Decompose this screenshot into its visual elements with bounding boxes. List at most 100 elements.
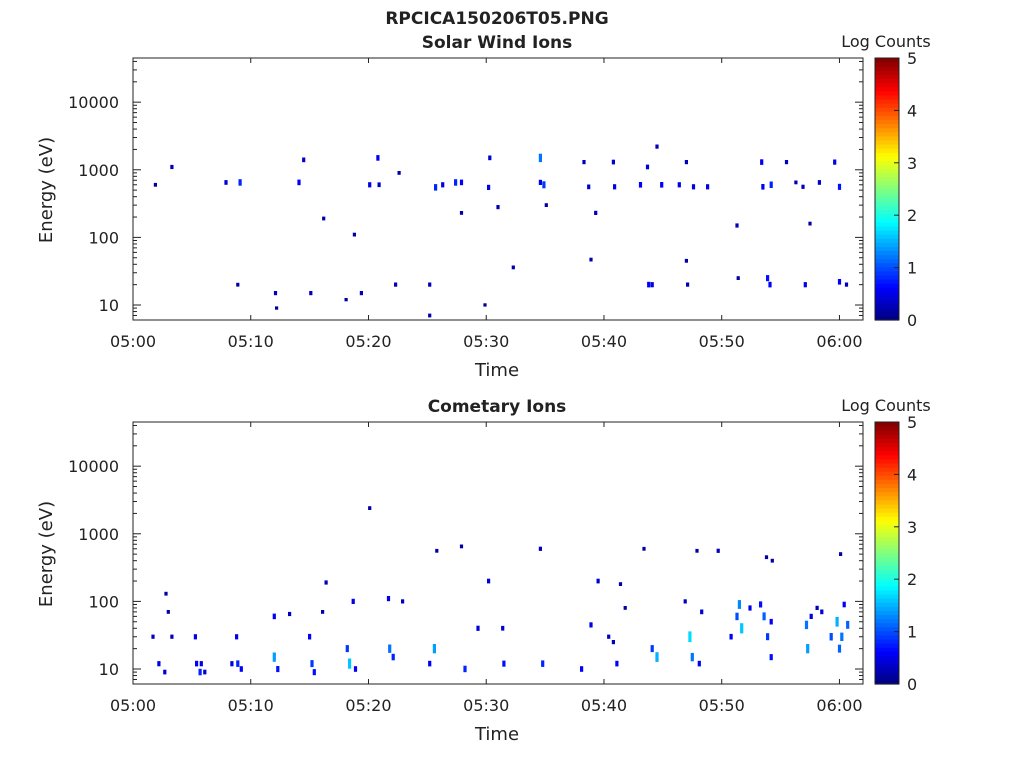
data-cell — [288, 611, 292, 617]
colorbar-segment — [875, 160, 899, 166]
data-cell — [837, 183, 842, 190]
colorbar-segment — [875, 78, 899, 84]
y-axis: 10 100 1000 10000 — [68, 60, 863, 321]
data-cell — [589, 622, 593, 628]
panel-title: Solar Wind Ions — [422, 33, 573, 53]
data-cell — [829, 633, 833, 641]
colorbar-segment — [875, 315, 899, 321]
data-cell — [768, 281, 772, 288]
colorbar-segment — [875, 548, 899, 554]
colorbar-segment — [875, 675, 899, 681]
colorbar-segment — [875, 602, 899, 607]
data-cell — [224, 180, 228, 185]
colorbar-segment — [875, 119, 899, 125]
colorbar-segment — [875, 475, 899, 480]
data-cell — [476, 625, 480, 631]
data-cell — [273, 291, 278, 296]
colorbar-segment — [875, 422, 899, 427]
data-cell — [166, 610, 170, 614]
colorbar-segment — [875, 487, 899, 493]
data-cell — [544, 203, 548, 207]
colorbar-segment — [875, 467, 899, 472]
colorbar-segment — [875, 532, 899, 538]
data-cell — [842, 601, 846, 608]
data-cell — [394, 282, 398, 287]
colorbar-segment — [875, 189, 899, 194]
colorbar-segment — [875, 246, 899, 251]
y-tick-label: 100 — [88, 228, 119, 247]
data-cell — [611, 640, 615, 645]
colorbar-segment — [875, 82, 899, 88]
colorbar-segment — [875, 651, 899, 656]
data-cell — [688, 631, 692, 643]
x-tick-label: 05:20 — [345, 332, 391, 351]
colorbar-segment — [875, 234, 899, 239]
data-cell — [238, 179, 242, 186]
colorbar-segment — [875, 168, 899, 174]
colorbar-segment — [875, 115, 899, 120]
data-cell — [697, 660, 701, 667]
data-cell — [684, 160, 688, 165]
colorbar-tick-label: 1 — [907, 623, 917, 642]
data-cell — [235, 634, 239, 640]
data-cell — [806, 644, 810, 654]
colorbar-segment — [875, 184, 899, 190]
colorbar-segment — [875, 438, 899, 444]
colorbar-segment — [875, 258, 899, 264]
colorbar-segment — [875, 238, 899, 243]
data-cell — [391, 653, 395, 661]
colorbar-segment — [875, 254, 899, 260]
data-cell — [770, 558, 774, 563]
colorbar-segment — [875, 201, 899, 206]
data-cell — [794, 180, 798, 185]
data-cell — [388, 644, 392, 653]
colorbar-segment — [875, 630, 899, 636]
plot-frame — [132, 57, 864, 321]
x-axis: 05:00 05:10 05:20 05:30 05:40 05:50 06:00 — [110, 58, 863, 351]
data-cell — [762, 612, 766, 621]
plot-area — [151, 506, 850, 676]
y-tick-label: 10 — [99, 296, 119, 315]
colorbar-segment — [875, 70, 899, 75]
x-axis-label: Time — [474, 360, 519, 381]
data-cell — [351, 598, 355, 604]
data-cell — [580, 666, 584, 672]
data-cell — [198, 668, 202, 676]
data-cell — [691, 184, 696, 190]
y-axis-label: Energy (eV) — [36, 137, 57, 243]
data-cell — [236, 660, 240, 667]
data-cell — [459, 211, 464, 215]
data-cell — [766, 275, 770, 282]
y-tick-label: 100 — [88, 592, 119, 611]
data-cell — [302, 157, 306, 163]
data-cell — [170, 164, 174, 170]
data-cell — [809, 613, 813, 619]
data-cell — [835, 616, 839, 627]
colorbar-frame — [874, 421, 900, 685]
data-cell — [239, 666, 243, 672]
data-cell — [157, 661, 161, 667]
data-cell — [815, 605, 819, 610]
x-axis-label: Time — [474, 724, 519, 745]
colorbar-segment — [875, 156, 899, 161]
x-tick-label: 05:30 — [463, 332, 509, 351]
data-cell — [748, 605, 752, 611]
colorbar-tick-label: 1 — [907, 259, 917, 278]
y-axis: 10 100 1000 10000 — [68, 424, 863, 685]
colorbar-segment — [875, 462, 899, 468]
data-cell — [454, 179, 458, 186]
data-cell — [368, 506, 372, 510]
y-tick-label: 1000 — [78, 161, 119, 180]
data-cell — [538, 546, 542, 551]
data-cell — [840, 632, 844, 641]
x-tick-label: 06:00 — [816, 696, 862, 715]
data-cell — [541, 660, 545, 667]
colorbar-tick-label: 3 — [907, 154, 917, 173]
data-cell — [587, 184, 591, 190]
colorbar: 0 1 2 3 4 5 — [874, 413, 917, 694]
data-cell — [542, 181, 546, 189]
colorbar-segment — [875, 589, 899, 595]
colorbar-segment — [875, 74, 899, 80]
data-cell — [275, 306, 279, 310]
colorbar-title: Log Counts — [841, 396, 931, 415]
